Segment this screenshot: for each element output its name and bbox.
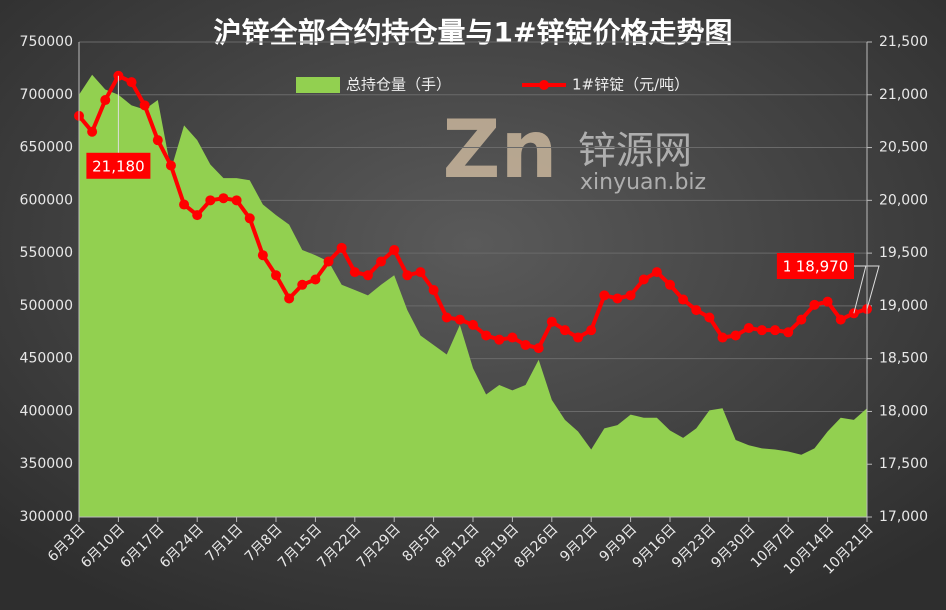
y2-tick-label: 20,000 bbox=[879, 192, 928, 208]
marker bbox=[323, 256, 334, 267]
legend-swatch bbox=[539, 80, 549, 90]
marker bbox=[271, 270, 281, 281]
marker bbox=[625, 290, 636, 301]
marker bbox=[638, 274, 649, 285]
marker bbox=[297, 279, 308, 290]
watermark-logo: Zn bbox=[443, 103, 558, 196]
marker bbox=[665, 279, 675, 290]
value-label-box bbox=[790, 253, 854, 279]
marker bbox=[205, 195, 216, 206]
y-tick-label: 300000 bbox=[20, 509, 73, 525]
marker bbox=[336, 242, 347, 253]
value-label: 18,970 bbox=[796, 258, 849, 276]
marker bbox=[310, 274, 321, 285]
marker bbox=[783, 327, 794, 338]
y-tick-label: 350000 bbox=[20, 456, 73, 472]
marker bbox=[218, 193, 229, 204]
marker bbox=[796, 314, 807, 325]
marker bbox=[507, 332, 518, 343]
marker bbox=[428, 285, 439, 296]
y2-tick-label: 21,000 bbox=[879, 87, 928, 103]
marker bbox=[612, 293, 623, 304]
marker bbox=[835, 314, 846, 325]
marker bbox=[743, 323, 754, 334]
marker bbox=[822, 296, 833, 307]
marker bbox=[546, 316, 557, 327]
marker bbox=[402, 270, 413, 281]
marker bbox=[126, 77, 137, 88]
marker bbox=[100, 95, 111, 106]
legend-label: 总持仓量（手） bbox=[346, 76, 451, 94]
marker bbox=[231, 195, 242, 206]
watermark-name: 锌源网 bbox=[578, 129, 692, 173]
marker bbox=[730, 330, 741, 341]
marker bbox=[651, 267, 662, 278]
y-tick-label: 650000 bbox=[20, 140, 73, 156]
marker bbox=[165, 160, 176, 171]
y-tick-label: 450000 bbox=[20, 351, 73, 367]
y2-tick-label: 20,500 bbox=[879, 140, 928, 156]
marker bbox=[362, 270, 373, 281]
value-label: 21,180 bbox=[92, 157, 145, 175]
legend-swatch bbox=[296, 77, 340, 93]
marker bbox=[533, 343, 544, 354]
chart-title: 沪锌全部合约持仓量与1#锌锭价格走势图 bbox=[214, 16, 733, 49]
marker bbox=[415, 267, 426, 278]
marker bbox=[586, 325, 597, 336]
y2-tick-label: 19,500 bbox=[879, 245, 928, 261]
value-label-box bbox=[86, 152, 151, 179]
y-tick-label: 550000 bbox=[20, 245, 73, 261]
marker bbox=[678, 294, 689, 305]
watermark-url: xinyuan.biz bbox=[580, 170, 706, 195]
marker bbox=[691, 305, 702, 316]
y2-tick-label: 19,000 bbox=[879, 298, 928, 314]
marker bbox=[717, 332, 728, 343]
marker bbox=[441, 312, 452, 323]
marker bbox=[599, 290, 610, 301]
marker bbox=[244, 213, 255, 224]
marker bbox=[809, 299, 820, 310]
y2-tick-label: 21,500 bbox=[879, 34, 928, 50]
area bbox=[79, 74, 867, 517]
marker bbox=[559, 325, 570, 336]
marker bbox=[520, 339, 531, 350]
marker bbox=[257, 250, 268, 261]
y-tick-label: 750000 bbox=[20, 34, 73, 50]
marker bbox=[756, 325, 767, 336]
watermark: Zn 锌源网 xinyuan.biz bbox=[443, 103, 707, 196]
y2-tick-label: 18,500 bbox=[879, 351, 928, 367]
marker bbox=[192, 210, 203, 221]
marker bbox=[87, 126, 98, 137]
marker bbox=[468, 319, 478, 330]
marker bbox=[494, 334, 505, 345]
y-tick-label: 600000 bbox=[20, 192, 73, 208]
y-tick-label: 400000 bbox=[20, 403, 73, 419]
marker bbox=[284, 293, 295, 304]
y-tick-label: 500000 bbox=[20, 298, 73, 314]
marker bbox=[389, 244, 400, 255]
marker bbox=[573, 332, 584, 343]
marker bbox=[349, 267, 360, 278]
y2-tick-label: 18,000 bbox=[879, 403, 928, 419]
marker bbox=[481, 330, 492, 341]
legend-label: 1#锌锭（元/吨） bbox=[572, 76, 689, 94]
marker bbox=[770, 325, 781, 336]
marker bbox=[139, 100, 150, 111]
marker bbox=[704, 312, 715, 323]
y2-tick-label: 17,500 bbox=[879, 456, 928, 472]
marker bbox=[454, 314, 465, 325]
marker bbox=[152, 135, 163, 146]
marker bbox=[376, 256, 387, 267]
y2-tick-label: 17,000 bbox=[879, 509, 928, 525]
marker bbox=[179, 199, 190, 210]
y-tick-label: 700000 bbox=[20, 87, 73, 103]
